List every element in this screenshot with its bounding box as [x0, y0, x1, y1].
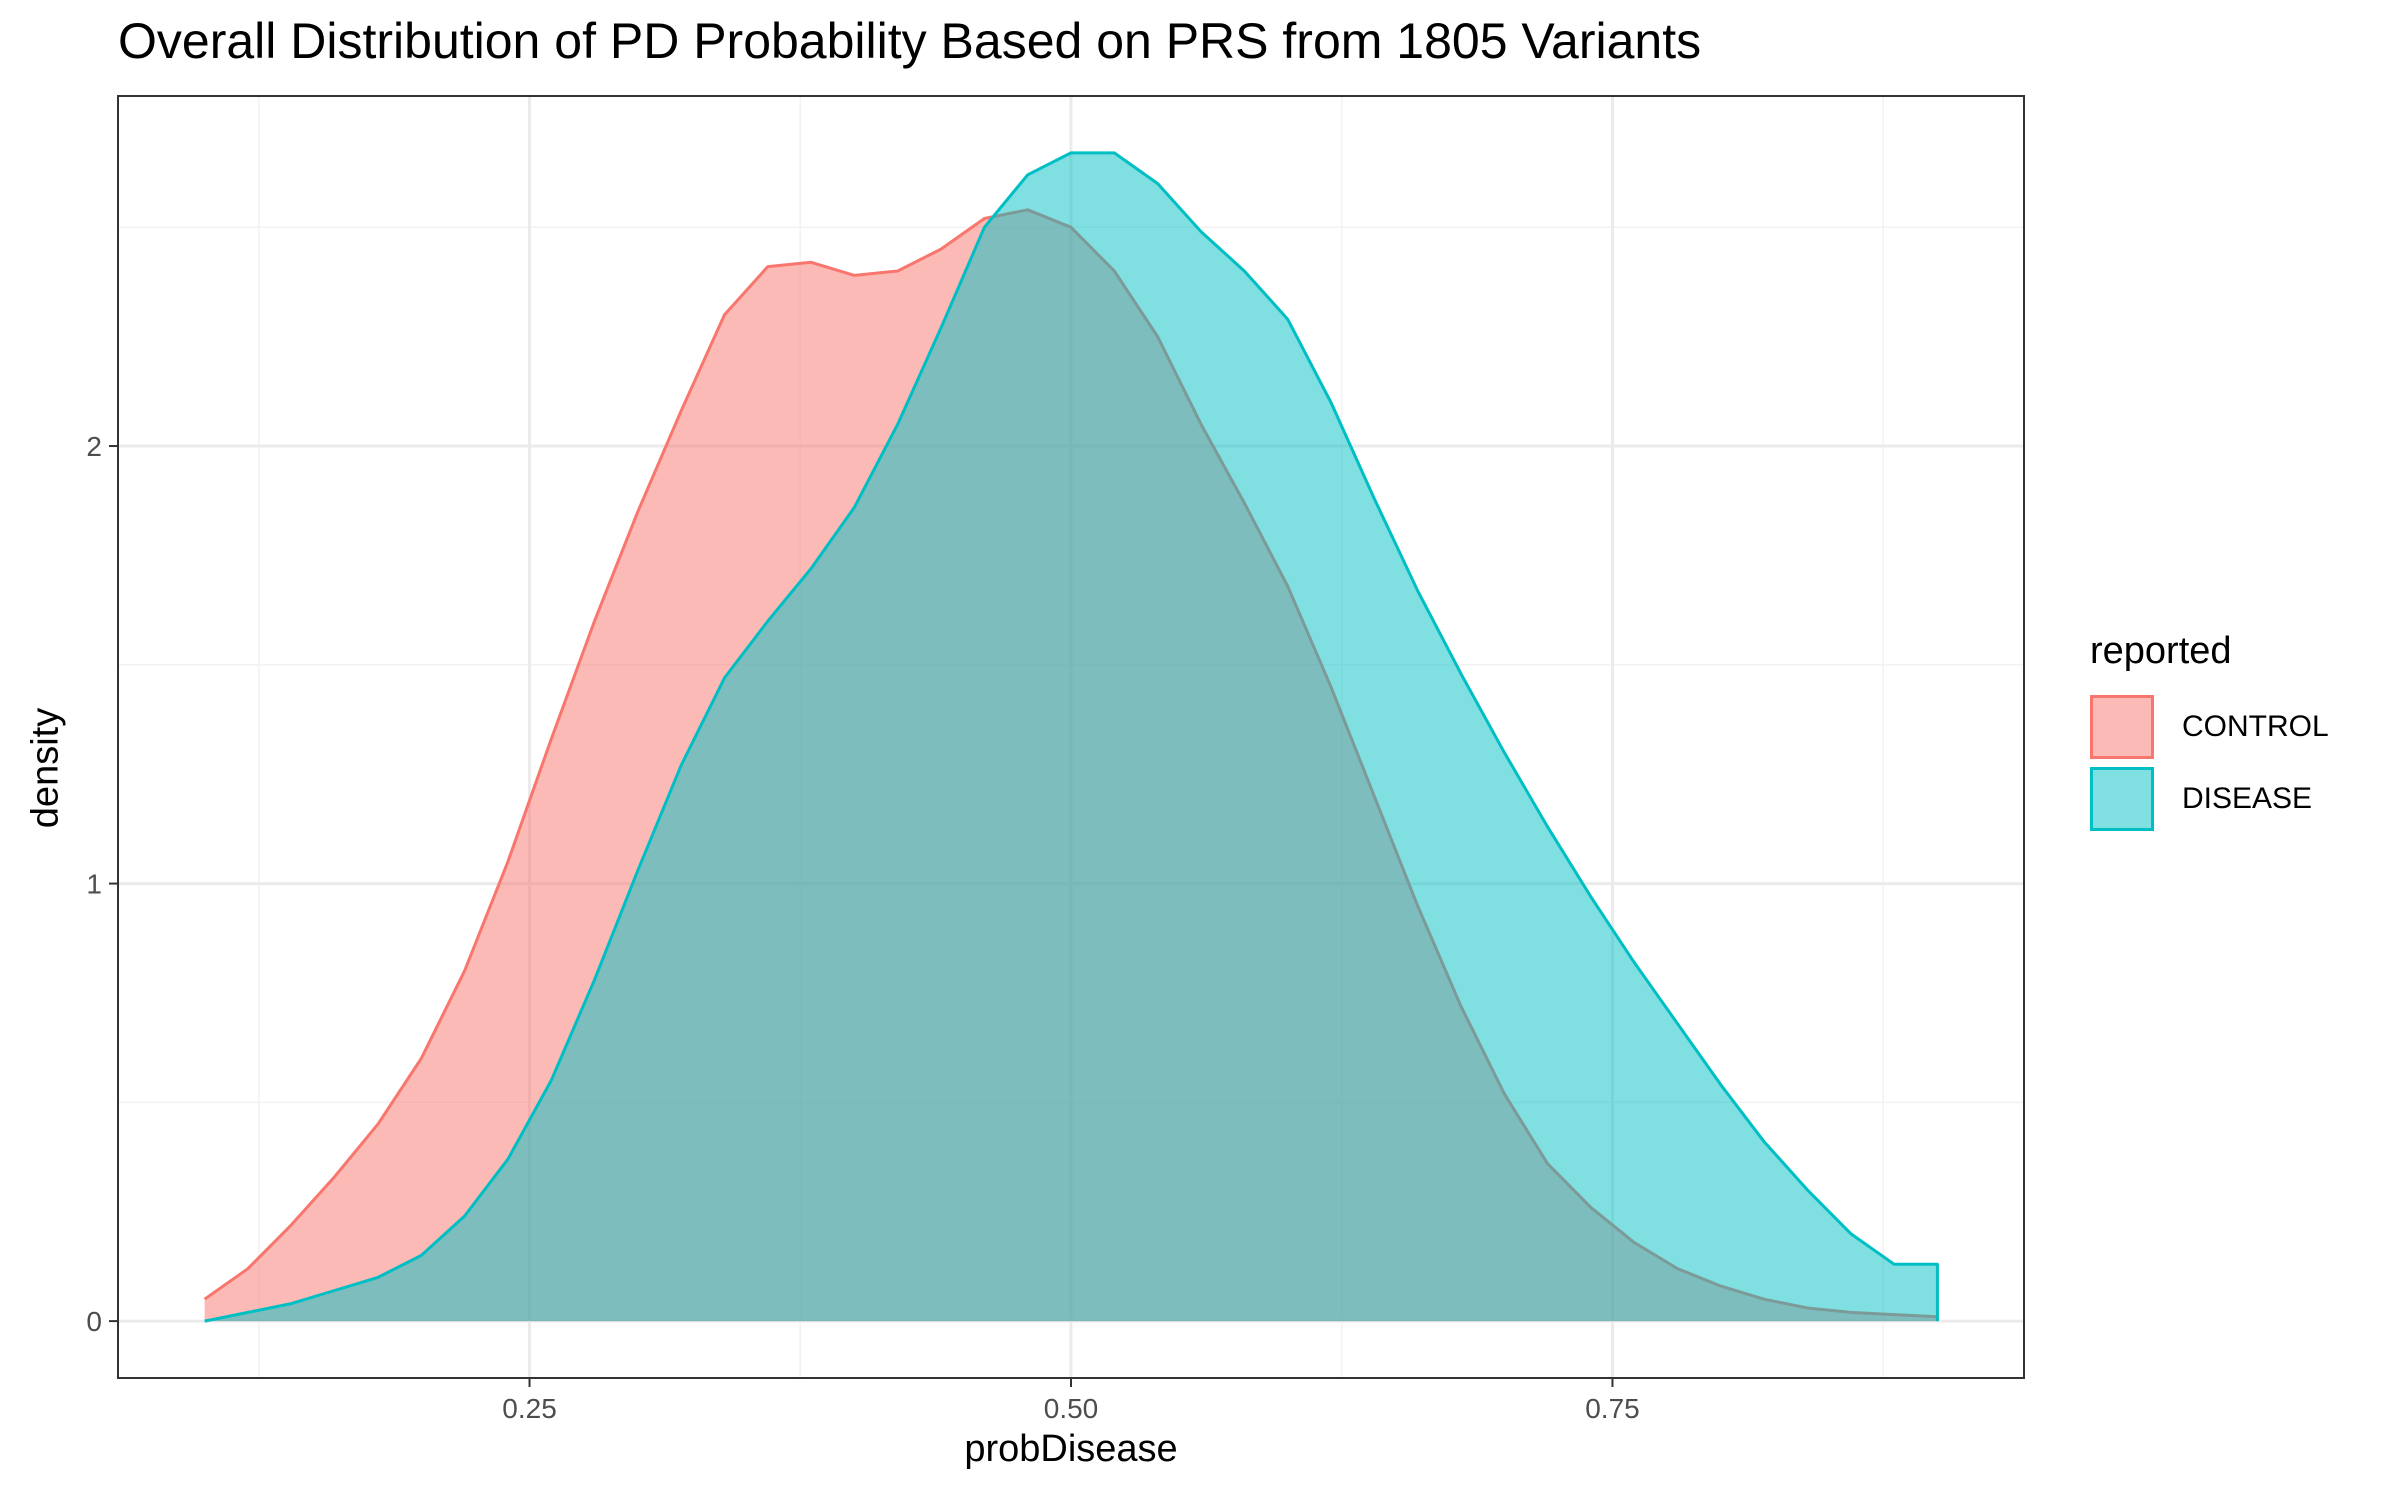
legend-key-control: [2090, 695, 2154, 759]
legend-title: reported: [2090, 630, 2232, 672]
legend-item-control: CONTROL: [2090, 691, 2329, 763]
density-areas: [203, 151, 1939, 1323]
axis-ticks: 0.25 0.50 0.75 0 1 2: [86, 431, 1639, 1424]
x-axis-label: probDisease: [964, 1428, 1178, 1470]
y-tick-label: 0: [86, 1306, 102, 1337]
x-tick-label: 0.50: [1044, 1393, 1099, 1424]
x-tick-label: 0.25: [502, 1393, 557, 1424]
legend-items: CONTROL DISEASE: [2090, 691, 2329, 835]
y-tick-label: 1: [86, 869, 102, 900]
x-tick-label: 0.75: [1585, 1393, 1640, 1424]
y-axis-label: density: [24, 707, 67, 829]
y-tick-label: 2: [86, 431, 102, 462]
legend: reported CONTROL DISEASE: [2090, 630, 2329, 835]
legend-key-disease: [2090, 767, 2154, 831]
density-area-disease: [204, 152, 1938, 1322]
legend-item-disease: DISEASE: [2090, 763, 2329, 835]
density-line-disease: [204, 151, 1939, 1323]
chart-title: Overall Distribution of PD Probability B…: [118, 13, 1702, 69]
legend-label-control: CONTROL: [2182, 710, 2329, 743]
legend-label-disease: DISEASE: [2182, 782, 2313, 815]
